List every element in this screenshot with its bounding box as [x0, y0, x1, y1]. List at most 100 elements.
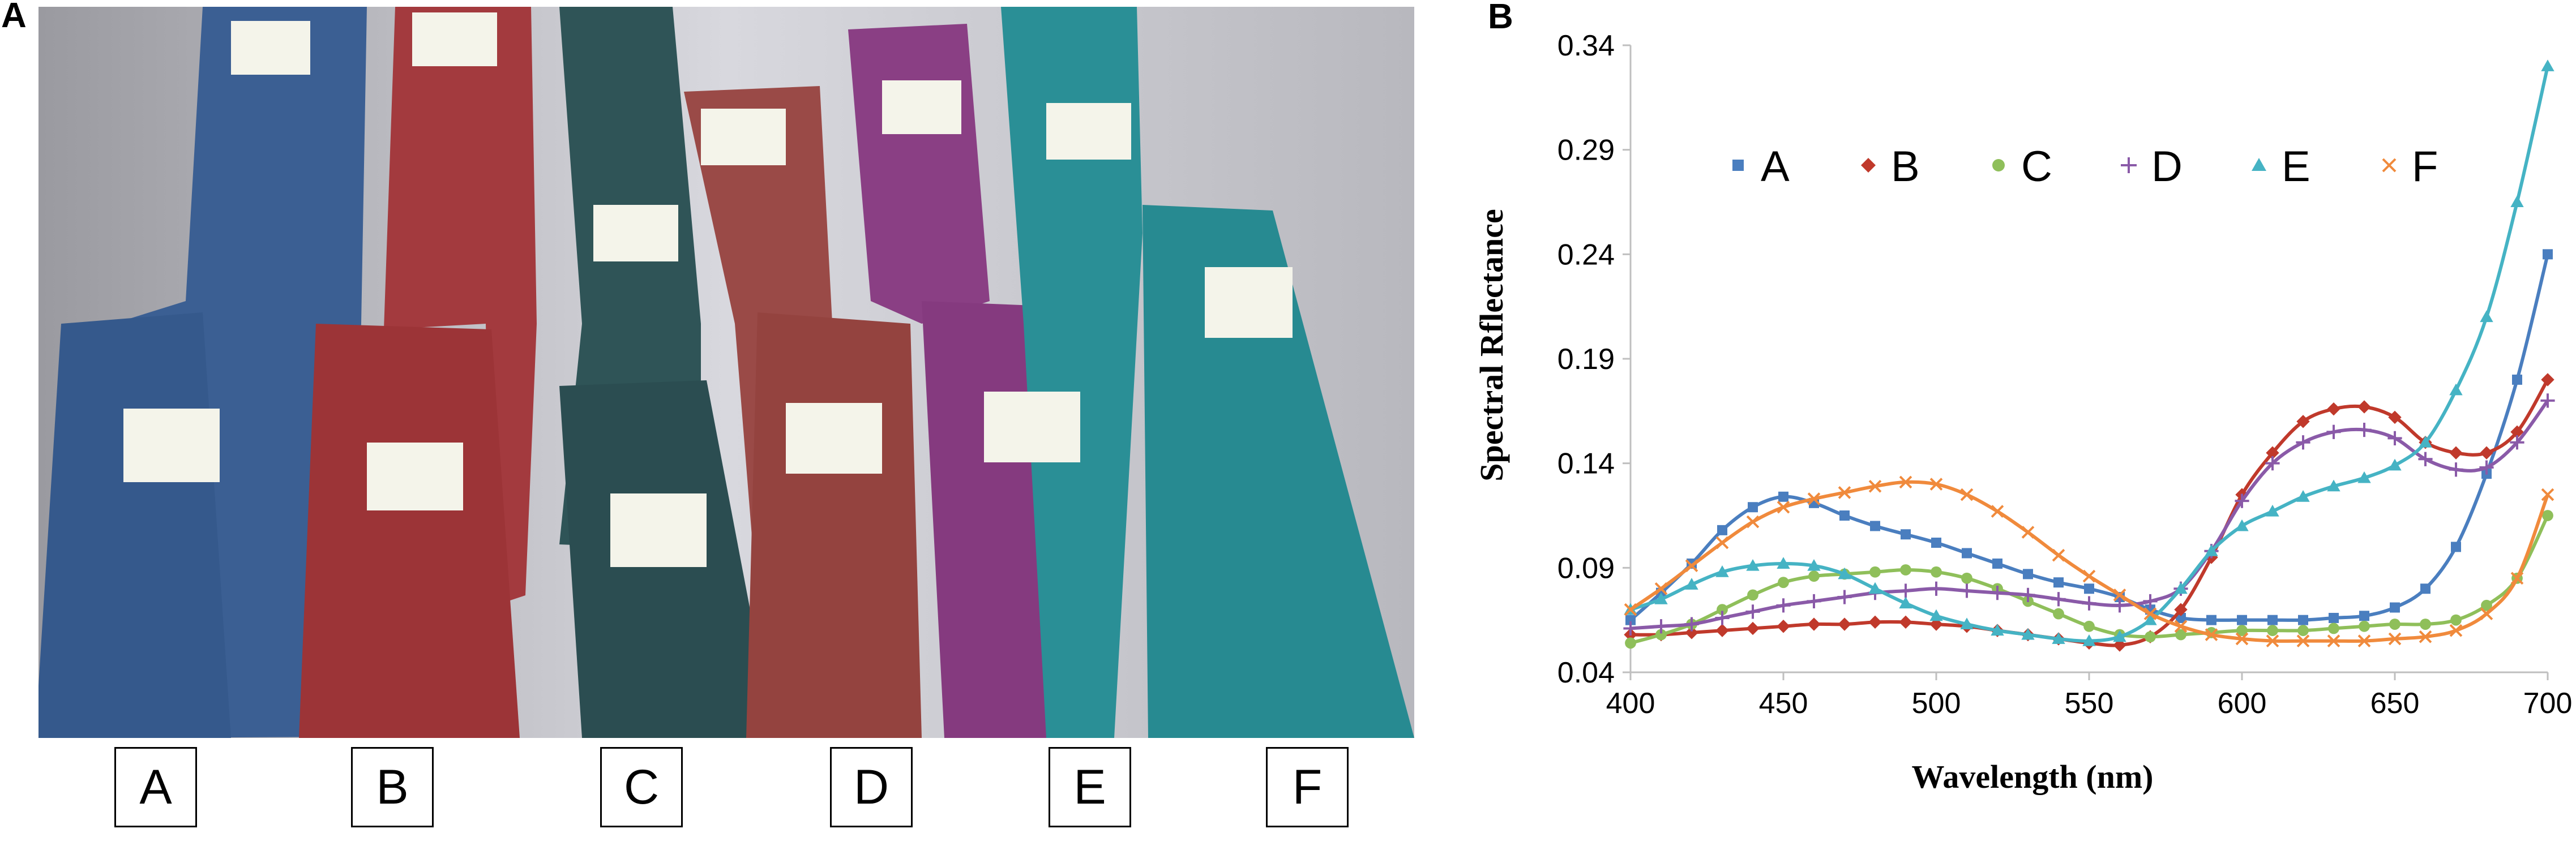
tag-b-low — [367, 443, 463, 510]
data-point-c — [2297, 625, 2309, 637]
data-point-b — [1838, 617, 1851, 631]
data-point-b — [2357, 400, 2371, 414]
data-point-d — [2357, 422, 2372, 437]
data-point-c — [1900, 564, 1911, 576]
data-point-c — [2359, 620, 2370, 632]
data-point-e — [2419, 436, 2432, 448]
data-point-e — [1960, 617, 1974, 630]
data-point-e — [1899, 596, 1912, 609]
tag-c-low — [610, 493, 707, 567]
data-point-f — [1777, 500, 1790, 514]
data-point-f — [1654, 582, 1668, 595]
y-axis-label: Spectral Rflectance — [1473, 209, 1510, 482]
data-point-f — [1685, 559, 1698, 572]
tag-f-low — [1205, 267, 1293, 338]
data-point-f — [1807, 492, 1821, 505]
x-tick-label: 500 — [1912, 687, 1961, 720]
legend-marker-a — [1732, 160, 1744, 171]
data-point-f — [1746, 515, 1760, 529]
legend-label-f: F — [2412, 143, 2438, 191]
tag-b-top — [412, 12, 497, 66]
legend-marker-c — [1992, 159, 2005, 171]
legend-marker-d — [2121, 157, 2137, 173]
x-tick-label: 600 — [2218, 687, 2267, 720]
data-point-a — [1901, 529, 1911, 540]
data-point-d — [2296, 435, 2310, 450]
data-point-d — [1898, 583, 1913, 598]
fabric-e — [848, 24, 990, 324]
x-tick-label: 550 — [2065, 687, 2114, 720]
data-point-e — [2113, 630, 2126, 642]
data-point-f — [2510, 572, 2524, 585]
data-point-f — [1868, 479, 1882, 493]
data-point-f — [2143, 607, 2157, 620]
data-point-a — [1962, 548, 1972, 559]
series-line-f — [1629, 480, 2549, 643]
data-point-b — [1777, 620, 1790, 633]
data-point-a — [1717, 525, 1727, 535]
data-point-e — [1715, 565, 1729, 577]
data-point-f — [1899, 475, 1912, 489]
data-point-e — [2388, 458, 2402, 471]
y-tick-label: 0.04 — [1557, 656, 1615, 689]
data-point-a — [2206, 615, 2216, 625]
data-point-c — [2450, 614, 2462, 626]
data-point-d — [2051, 592, 2066, 607]
data-point-a — [2390, 602, 2400, 613]
legend-item-b: B — [1861, 143, 1920, 191]
data-point-d — [1745, 604, 1760, 619]
data-point-e — [2327, 479, 2340, 492]
data-point-e — [1777, 557, 1790, 569]
data-point-c — [1869, 566, 1881, 578]
data-point-a — [2543, 249, 2553, 260]
data-point-a — [2451, 542, 2461, 552]
tag-a-top — [231, 21, 310, 75]
data-point-b — [2449, 446, 2463, 460]
fabric-photo — [38, 7, 1414, 738]
data-point-c — [1625, 637, 1636, 649]
data-point-c — [2481, 599, 2492, 611]
legend-item-f: F — [2382, 143, 2438, 191]
series-f — [1624, 475, 2554, 647]
data-point-c — [2145, 631, 2156, 643]
data-point-b — [1807, 617, 1821, 631]
fabric-a-lower — [38, 312, 231, 738]
fabric-f — [1001, 7, 1142, 738]
y-tick-label: 0.14 — [1557, 448, 1615, 480]
data-point-d — [2235, 493, 2249, 508]
data-point-e — [2480, 310, 2493, 323]
legend-marker-b — [1861, 158, 1876, 173]
fabric-label-b: B — [351, 747, 434, 827]
data-point-e — [1746, 559, 1760, 571]
data-point-a — [2267, 615, 2278, 625]
data-point-d — [1654, 619, 1668, 634]
data-point-d — [1623, 621, 1638, 636]
chart-axes: 400 450 500 550 600 650 700 0.04 0.09 0.14 0.19 0.2… — [1557, 29, 2573, 720]
data-point-f — [2082, 569, 2096, 583]
data-point-d — [2021, 587, 2035, 602]
data-point-e — [1685, 578, 1698, 590]
data-point-e — [2266, 504, 2279, 517]
data-point-e — [2143, 613, 2157, 625]
data-point-f — [1991, 505, 2004, 518]
tag-d-top — [701, 109, 786, 165]
series-e — [1624, 59, 2554, 646]
data-point-d — [1776, 598, 1791, 613]
data-point-b — [1899, 615, 1912, 629]
data-point-a — [2420, 583, 2430, 594]
tag-e-low — [984, 392, 1080, 462]
data-point-e — [2357, 471, 2371, 483]
data-point-c — [1808, 570, 1820, 582]
data-point-d — [1684, 617, 1699, 632]
data-point-f — [2327, 634, 2340, 647]
data-point-e — [2052, 632, 2065, 644]
panel-b-label: B — [1488, 0, 1513, 36]
legend-label-e: E — [2282, 143, 2310, 191]
data-point-a — [2084, 583, 2094, 594]
data-point-f — [2388, 632, 2402, 646]
fabric-label-c: C — [600, 747, 683, 827]
data-point-c — [1778, 577, 1789, 589]
data-point-a — [1870, 521, 1880, 531]
data-point-a — [2359, 611, 2369, 621]
data-point-f — [2480, 607, 2493, 620]
